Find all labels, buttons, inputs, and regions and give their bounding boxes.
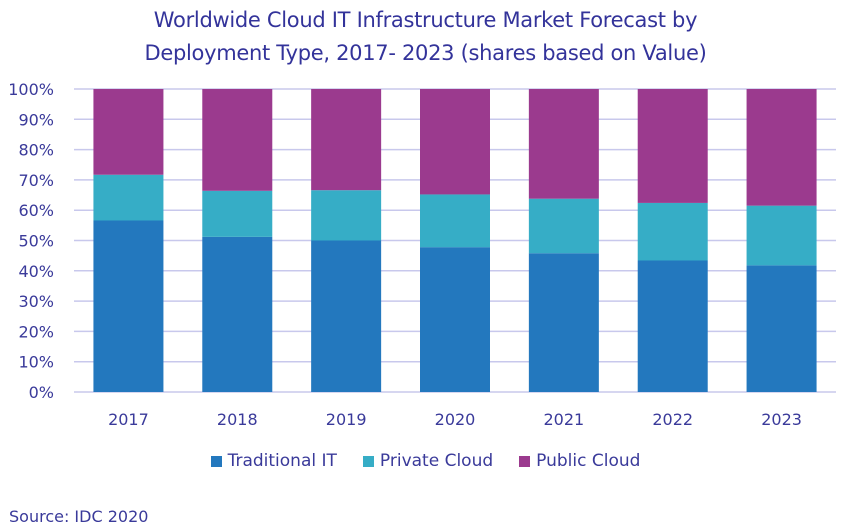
x-tick-label: 2018: [217, 410, 258, 429]
y-tick-label: 90%: [18, 110, 54, 129]
chart-title-line-1: Worldwide Cloud IT Infrastructure Market…: [153, 8, 698, 32]
bar-segment-public-cloud: [746, 89, 817, 206]
x-axis-tick-labels: 2017 2018 2019 2020 2021 2022 2023: [108, 410, 802, 429]
bar-segment-public-cloud: [311, 89, 382, 191]
bar-segment-private-cloud: [311, 190, 382, 241]
legend-item: Public Cloud: [519, 451, 640, 471]
y-tick-label: 70%: [18, 171, 54, 190]
bar-segment-public-cloud: [420, 89, 490, 195]
source-note: Source: IDC 2020: [9, 507, 149, 526]
legend-item: Traditional IT: [210, 451, 337, 471]
y-tick-label: 10%: [18, 353, 54, 372]
legend: Traditional IT Private Cloud Public Cloud: [0, 451, 851, 471]
x-tick-label: 2019: [326, 410, 367, 429]
y-axis-tick-labels: 0% 10% 20% 30% 40% 50% 60% 70% 80% 90% 100%: [8, 80, 54, 402]
legend-item: Private Cloud: [362, 451, 494, 471]
y-tick-label: 30%: [18, 292, 54, 311]
bar-segment-traditional-it: [637, 260, 708, 392]
bar-segment-private-cloud: [528, 198, 599, 254]
bar-segment-public-cloud: [202, 89, 273, 191]
x-tick-label: 2022: [652, 410, 693, 429]
bar-segment-private-cloud: [93, 174, 164, 221]
x-tick-label: 2021: [543, 410, 584, 429]
bar-segment-traditional-it: [311, 240, 382, 392]
bar-segment-traditional-it: [93, 220, 164, 392]
y-tick-label: 50%: [18, 232, 54, 251]
legend-swatch: [362, 455, 374, 467]
bar-segment-traditional-it: [202, 236, 273, 392]
x-tick-label: 2020: [435, 410, 476, 429]
bar-segment-public-cloud: [93, 89, 164, 175]
legend-swatch: [519, 455, 531, 467]
bar-segment-private-cloud: [420, 194, 490, 248]
y-tick-label: 60%: [18, 201, 54, 220]
bar-segment-private-cloud: [746, 205, 817, 266]
legend-label: Traditional IT: [227, 451, 337, 471]
x-tick-label: 2017: [108, 410, 149, 429]
chart-title-line-2: Deployment Type, 2017- 2023 (shares base…: [144, 41, 707, 65]
y-tick-label: 0%: [29, 383, 54, 402]
bar-segment-traditional-it: [528, 253, 599, 392]
y-tick-label: 80%: [18, 141, 54, 160]
legend-label: Private Cloud: [379, 451, 494, 471]
bar-segment-private-cloud: [637, 202, 708, 261]
chart-title: Worldwide Cloud IT Infrastructure Market…: [0, 4, 851, 70]
bars: [93, 89, 817, 392]
bar-segment-public-cloud: [637, 89, 708, 203]
y-tick-label: 40%: [18, 262, 54, 281]
bar-segment-public-cloud: [528, 89, 599, 199]
x-tick-label: 2023: [761, 410, 802, 429]
legend-label: Public Cloud: [536, 451, 641, 471]
legend-swatch: [210, 455, 222, 467]
bar-segment-traditional-it: [420, 247, 490, 392]
y-tick-label: 100%: [8, 80, 54, 99]
bar-segment-traditional-it: [746, 265, 817, 392]
y-tick-label: 20%: [18, 322, 54, 341]
bar-segment-private-cloud: [202, 190, 273, 237]
